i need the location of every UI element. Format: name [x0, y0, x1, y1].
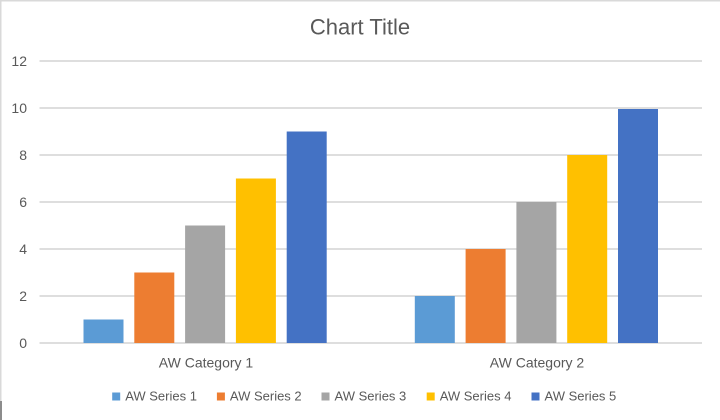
svg-text:2: 2 — [19, 288, 27, 304]
svg-text:AW Series 2: AW Series 2 — [230, 389, 302, 404]
svg-text:AW Category 1: AW Category 1 — [159, 355, 254, 371]
svg-text:AW Category 2: AW Category 2 — [490, 355, 585, 371]
svg-text:6: 6 — [19, 194, 27, 210]
svg-text:0: 0 — [19, 335, 27, 351]
svg-text:AW Series 3: AW Series 3 — [335, 389, 407, 404]
svg-text:AW Series 5: AW Series 5 — [545, 389, 617, 404]
svg-text:8: 8 — [19, 147, 27, 163]
svg-text:AW Series 1: AW Series 1 — [125, 389, 197, 404]
svg-text:AW Series 4: AW Series 4 — [440, 389, 512, 404]
svg-text:12: 12 — [11, 53, 27, 69]
svg-text:10: 10 — [11, 100, 27, 116]
svg-text:4: 4 — [19, 241, 27, 257]
svg-text:Chart Title: Chart Title — [310, 15, 410, 40]
